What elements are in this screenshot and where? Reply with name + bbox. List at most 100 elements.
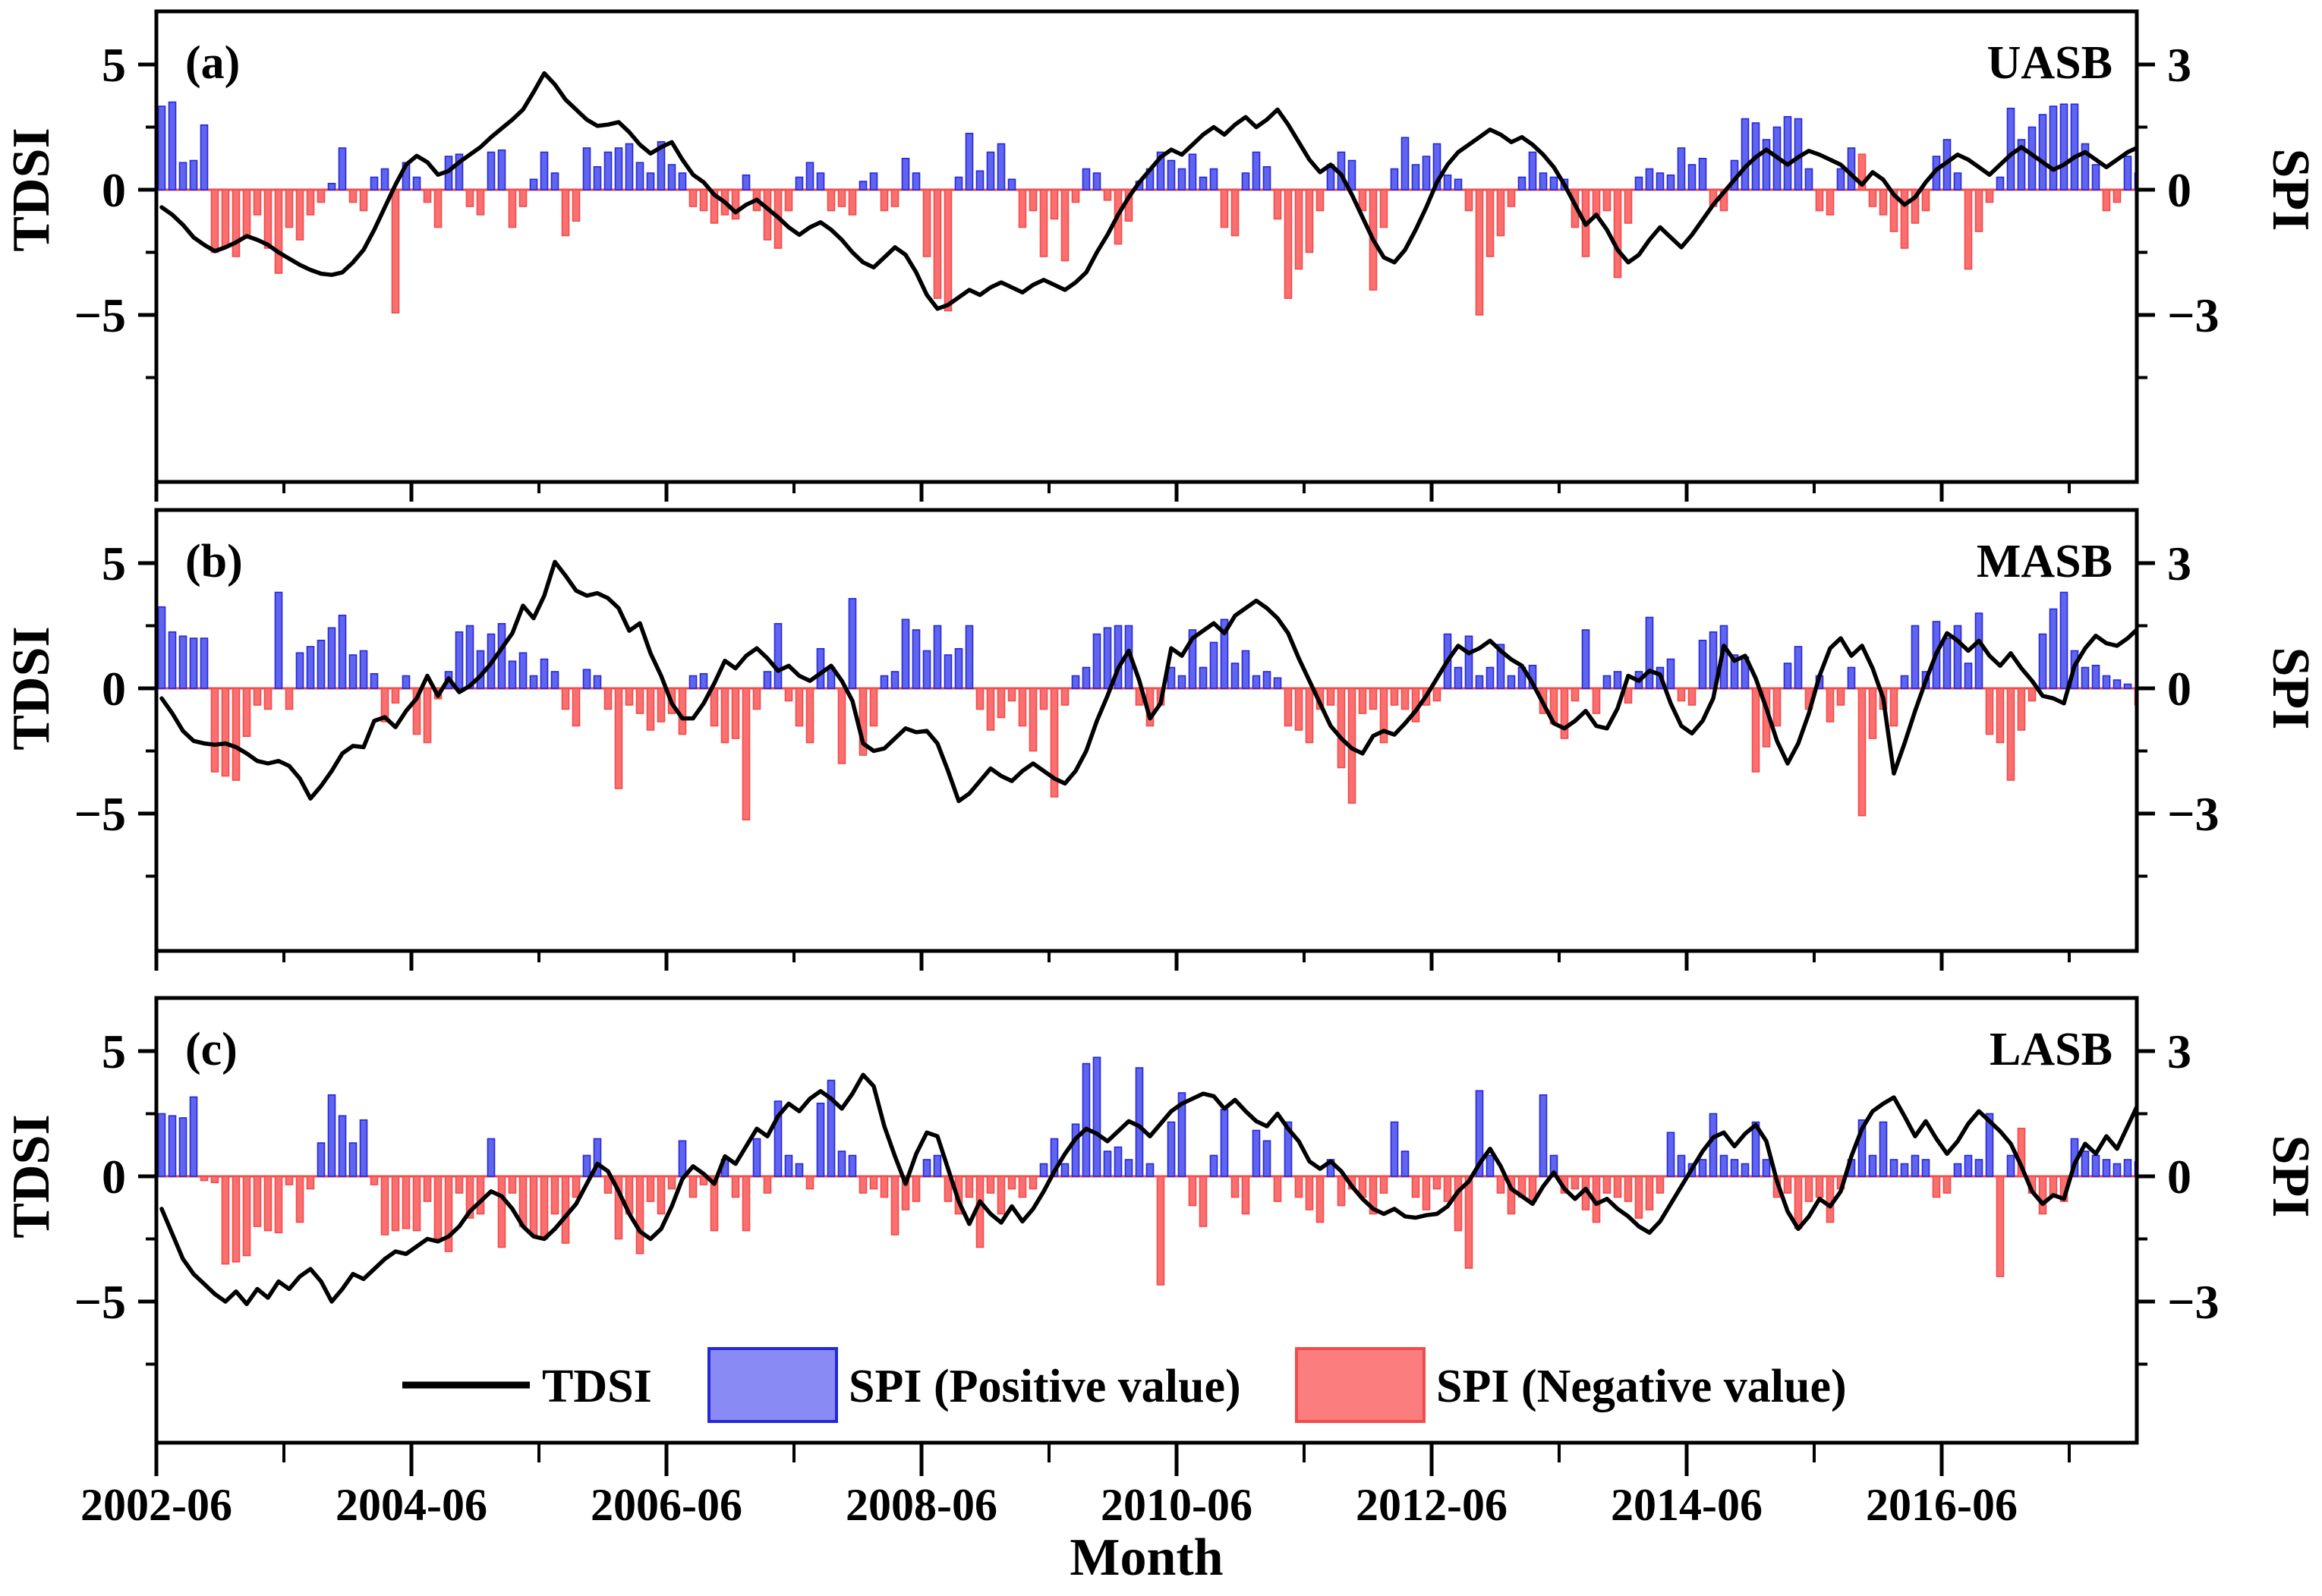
spi-negative-bar (1411, 1176, 1420, 1198)
region-label: MASB (1977, 536, 2112, 587)
spi-positive-bar (306, 646, 315, 689)
spi-negative-bar (986, 688, 995, 731)
spi-negative-bar (1826, 1176, 1835, 1223)
spi-negative-bar (827, 189, 836, 212)
spi-negative-bar (678, 688, 687, 735)
spi-negative-bar (1942, 1176, 1952, 1194)
x-tick-label: 2010-06 (1101, 1480, 1252, 1530)
panel-frame (154, 9, 2139, 484)
spi-negative-bar (2017, 688, 2026, 731)
spi-negative-bar (795, 688, 804, 727)
spi-negative-bar (1103, 189, 1112, 201)
spi-positive-bar (157, 1113, 166, 1177)
spi-positive-bar (402, 675, 411, 689)
spi-positive-bar (2017, 139, 2026, 190)
spi-negative-bar (1199, 1176, 1208, 1227)
spi-negative-bar (1305, 1176, 1314, 1210)
spi-negative-bar (880, 189, 889, 212)
spi-positive-bar (816, 172, 825, 190)
panel-letter: (a) (185, 37, 240, 89)
legend-label-tdsi: TDSI (542, 1361, 652, 1412)
spi-positive-bar (1177, 168, 1186, 190)
spi-negative-bar (1156, 1176, 1165, 1286)
spi-negative-bar (1294, 1176, 1303, 1198)
spi-positive-bar (1942, 637, 1952, 689)
spi-negative-bar (433, 1176, 443, 1240)
spi-negative-bar (1337, 1176, 1346, 1207)
spi-negative-bar (1029, 189, 1038, 212)
panel-UASB: 5 0 −5 3 0 −3 (a) UASB TDSI SPI (2, 9, 2320, 502)
panel-data-area (156, 559, 2137, 821)
spi-negative-bar (1390, 688, 1399, 706)
spi-negative-bar (1400, 688, 1410, 710)
spi-positive-bar (1114, 625, 1123, 689)
spi-positive-bar (2112, 679, 2122, 689)
spi-positive-bar (1911, 625, 1920, 689)
spi-positive-bar (1974, 1159, 1983, 1177)
spi-negative-bar (1677, 688, 1686, 702)
spi-positive-bar (646, 172, 655, 190)
spi-positive-bar (1496, 644, 1505, 689)
spi-negative-bar (242, 189, 251, 237)
spi-negative-bar (667, 1176, 676, 1190)
spi-negative-bar (1039, 189, 1048, 257)
spi-negative-bar (1496, 1176, 1505, 1194)
spi-positive-bar (455, 631, 464, 689)
spi-negative-bar (848, 189, 857, 216)
spi-negative-bar (1220, 189, 1229, 228)
spi-positive-bar (1741, 118, 1750, 190)
spi-negative-bar (880, 1176, 889, 1198)
spi-bars (157, 101, 2137, 316)
spi-negative-bar (1230, 1176, 1240, 1198)
spi-positive-bar (157, 105, 166, 190)
spi-positive-bar (816, 1102, 825, 1177)
spi-negative-bar (465, 1176, 474, 1219)
spi-positive-bar (2091, 1154, 2100, 1177)
spi-negative-bar (540, 1176, 549, 1240)
spi-negative-bar (646, 688, 655, 731)
spi-positive-bar (1039, 1163, 1048, 1177)
spi-negative-bar (742, 688, 751, 821)
legend-red-swatch (1295, 1347, 1426, 1423)
spi-negative-bar (529, 1176, 538, 1236)
spi-positive-bar (2102, 1159, 2111, 1177)
x-tick-label: 2004-06 (336, 1480, 487, 1530)
spi-negative-bar (433, 189, 443, 228)
spi-axis-ticks: 3 0 −3 (2137, 38, 2219, 379)
spi-negative-bar (1358, 688, 1367, 714)
spi-positive-bar (975, 170, 985, 190)
spi-positive-bar (1347, 159, 1356, 190)
spi-positive-bar (1390, 1121, 1399, 1177)
spi-negative-bar (997, 688, 1006, 719)
spi-negative-bar (1326, 688, 1335, 706)
spi-positive-bar (1390, 168, 1399, 190)
spi-negative-bar (253, 1176, 262, 1227)
spi-positive-bar (2081, 1151, 2090, 1177)
spi-negative-bar (518, 189, 528, 207)
spi-positive-bar (1114, 1146, 1123, 1177)
spi-negative-bar (1369, 1176, 1378, 1215)
spi-negative-bar (1868, 189, 1877, 207)
tdsi-tick-label: 0 (102, 1150, 126, 1204)
spi-positive-bar (1645, 616, 1654, 689)
spi-positive-bar (1549, 176, 1558, 190)
spi-negative-bar (869, 688, 878, 727)
spi-positive-bar (922, 650, 931, 689)
spi-axis-ticks: 3 0 −3 (2137, 537, 2219, 878)
spi-negative-bar (1273, 1176, 1282, 1202)
spi-negative-bar (986, 1176, 995, 1194)
spi-positive-bar (1082, 168, 1091, 190)
spi-positive-bar (1209, 641, 1218, 689)
spi-positive-bar (1252, 1129, 1261, 1177)
spi-positive-bar (688, 675, 698, 689)
spi-positive-bar (295, 652, 304, 689)
spi-positive-bar (1475, 1090, 1484, 1177)
spi-positive-bar (1879, 1121, 1888, 1177)
spi-positive-bar (1709, 1113, 1718, 1177)
panel-letter: (b) (185, 536, 243, 587)
spi-positive-bar (2059, 103, 2068, 190)
spi-positive-bar (1092, 633, 1101, 689)
spi-positive-bar (178, 635, 187, 689)
spi-tick-label: 0 (2167, 662, 2191, 716)
